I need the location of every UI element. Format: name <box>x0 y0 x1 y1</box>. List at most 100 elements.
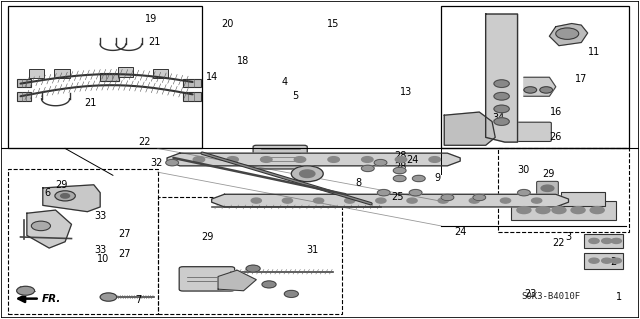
Circle shape <box>246 265 260 272</box>
Text: S0K3-B4010F: S0K3-B4010F <box>521 292 580 300</box>
Text: 4: 4 <box>282 77 288 87</box>
Circle shape <box>17 286 35 295</box>
Text: 7: 7 <box>135 295 141 305</box>
Circle shape <box>227 157 238 162</box>
Text: 33: 33 <box>94 245 106 255</box>
Circle shape <box>589 238 599 243</box>
Text: 22: 22 <box>553 238 565 248</box>
Text: 32: 32 <box>150 158 163 168</box>
Circle shape <box>611 238 621 243</box>
Circle shape <box>590 207 604 214</box>
Text: 27: 27 <box>118 229 131 239</box>
Circle shape <box>61 194 70 198</box>
FancyBboxPatch shape <box>179 267 235 291</box>
Circle shape <box>532 198 541 203</box>
FancyBboxPatch shape <box>253 145 307 169</box>
Text: 24: 24 <box>406 154 419 165</box>
Circle shape <box>611 258 621 263</box>
Text: 28: 28 <box>395 162 407 172</box>
Circle shape <box>251 198 261 203</box>
Circle shape <box>556 28 579 39</box>
Circle shape <box>571 207 585 214</box>
Bar <box>54 69 70 78</box>
Circle shape <box>517 207 531 214</box>
Circle shape <box>429 157 440 162</box>
Circle shape <box>524 87 537 93</box>
Bar <box>17 79 31 87</box>
Bar <box>441 6 629 148</box>
Polygon shape <box>212 194 568 207</box>
Text: 1: 1 <box>616 292 623 302</box>
Circle shape <box>409 189 422 196</box>
Circle shape <box>407 198 417 203</box>
Text: 10: 10 <box>97 254 109 264</box>
Bar <box>499 148 629 232</box>
Text: 21: 21 <box>84 98 97 108</box>
Bar <box>584 253 623 269</box>
Circle shape <box>55 191 76 201</box>
Circle shape <box>282 198 292 203</box>
FancyBboxPatch shape <box>509 122 551 141</box>
Circle shape <box>394 175 406 182</box>
Circle shape <box>518 189 531 196</box>
Circle shape <box>396 157 407 162</box>
Text: 17: 17 <box>575 74 588 84</box>
Circle shape <box>344 198 355 203</box>
Text: 13: 13 <box>400 86 412 97</box>
Circle shape <box>540 87 552 93</box>
Text: 16: 16 <box>550 107 562 117</box>
Circle shape <box>602 258 612 263</box>
Text: 31: 31 <box>306 245 319 255</box>
Circle shape <box>494 80 509 87</box>
Bar <box>183 79 201 87</box>
Polygon shape <box>549 24 588 46</box>
Text: 24: 24 <box>454 227 467 237</box>
Circle shape <box>374 160 387 166</box>
Circle shape <box>494 93 509 100</box>
Text: 26: 26 <box>550 132 562 142</box>
Text: 23: 23 <box>524 289 536 299</box>
Polygon shape <box>43 185 100 212</box>
Bar <box>29 69 44 78</box>
Text: 14: 14 <box>205 72 218 82</box>
Polygon shape <box>218 270 256 291</box>
Text: 30: 30 <box>518 165 530 174</box>
Bar <box>511 201 616 219</box>
Circle shape <box>362 165 374 172</box>
Bar <box>100 73 119 81</box>
Text: 9: 9 <box>435 174 441 183</box>
Circle shape <box>31 221 51 231</box>
Text: 29: 29 <box>201 232 213 242</box>
Text: 15: 15 <box>326 19 339 28</box>
Circle shape <box>441 194 454 201</box>
Circle shape <box>300 170 315 178</box>
Text: 22: 22 <box>19 286 31 296</box>
Polygon shape <box>27 210 72 248</box>
Text: 22: 22 <box>138 137 151 147</box>
Circle shape <box>376 198 386 203</box>
Bar <box>17 92 31 101</box>
FancyBboxPatch shape <box>561 192 605 206</box>
Circle shape <box>494 118 509 125</box>
Circle shape <box>291 166 323 182</box>
Circle shape <box>602 238 612 243</box>
Text: 21: 21 <box>148 38 161 48</box>
Circle shape <box>541 185 554 191</box>
Text: 29: 29 <box>542 169 554 179</box>
Circle shape <box>589 258 599 263</box>
Circle shape <box>394 167 406 174</box>
Bar <box>8 169 157 315</box>
Polygon shape <box>167 153 460 166</box>
Text: 33: 33 <box>94 211 106 221</box>
Circle shape <box>473 194 486 201</box>
Circle shape <box>294 157 306 162</box>
Circle shape <box>552 207 566 214</box>
Text: 18: 18 <box>237 56 250 66</box>
Text: 8: 8 <box>355 178 362 188</box>
Bar <box>8 6 202 148</box>
Text: 2: 2 <box>610 257 616 267</box>
Circle shape <box>262 281 276 288</box>
Circle shape <box>412 175 425 182</box>
Text: 6: 6 <box>44 188 51 198</box>
Circle shape <box>100 293 116 301</box>
